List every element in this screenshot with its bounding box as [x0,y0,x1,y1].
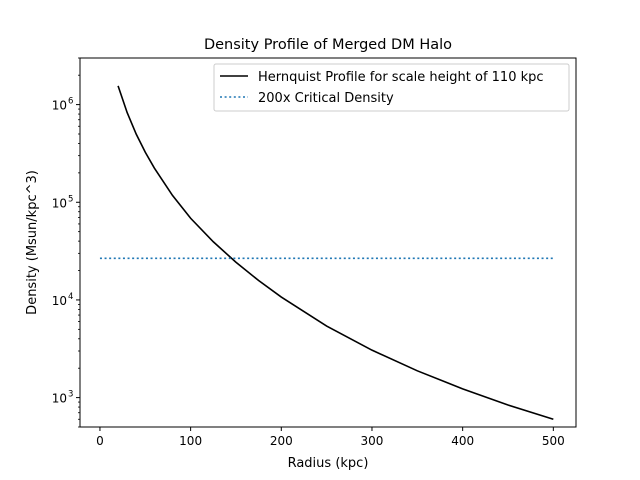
y-tick-label: 10 [52,392,67,406]
legend-entry: 200x Critical Density [258,91,394,106]
x-tick-label: 100 [179,434,202,448]
x-axis-label: Radius (kpc) [288,456,369,471]
hernquist-profile-line [117,85,554,421]
plot-area [99,85,554,421]
y-tick-label-exponent: 5 [68,194,73,204]
y-tick-label-exponent: 4 [68,292,73,302]
y-tick-label-exponent: 6 [68,97,73,107]
x-tick-label: 400 [451,434,474,448]
y-tick-label-exponent: 3 [68,390,73,400]
legend-box [213,63,570,112]
x-axis: 0 100 200 300 400 500 [96,427,565,448]
x-tick-label: 0 [96,434,104,448]
x-tick-label: 200 [270,434,293,448]
y-tick-label: 10 [52,294,67,308]
x-tick-label: 500 [542,434,565,448]
legend-entry: Hernquist Profile for scale height of 11… [258,70,544,85]
y-axis-label: Density (Msun/kpc^3) [25,170,40,315]
y-tick-label: 10 [52,196,67,210]
chart-title: Density Profile of Merged DM Halo [204,37,452,53]
x-tick-label: 300 [361,434,384,448]
axes-frame [79,57,577,428]
y-tick-label: 10 [52,99,67,113]
legend: Hernquist Profile for scale height of 11… [213,63,570,112]
